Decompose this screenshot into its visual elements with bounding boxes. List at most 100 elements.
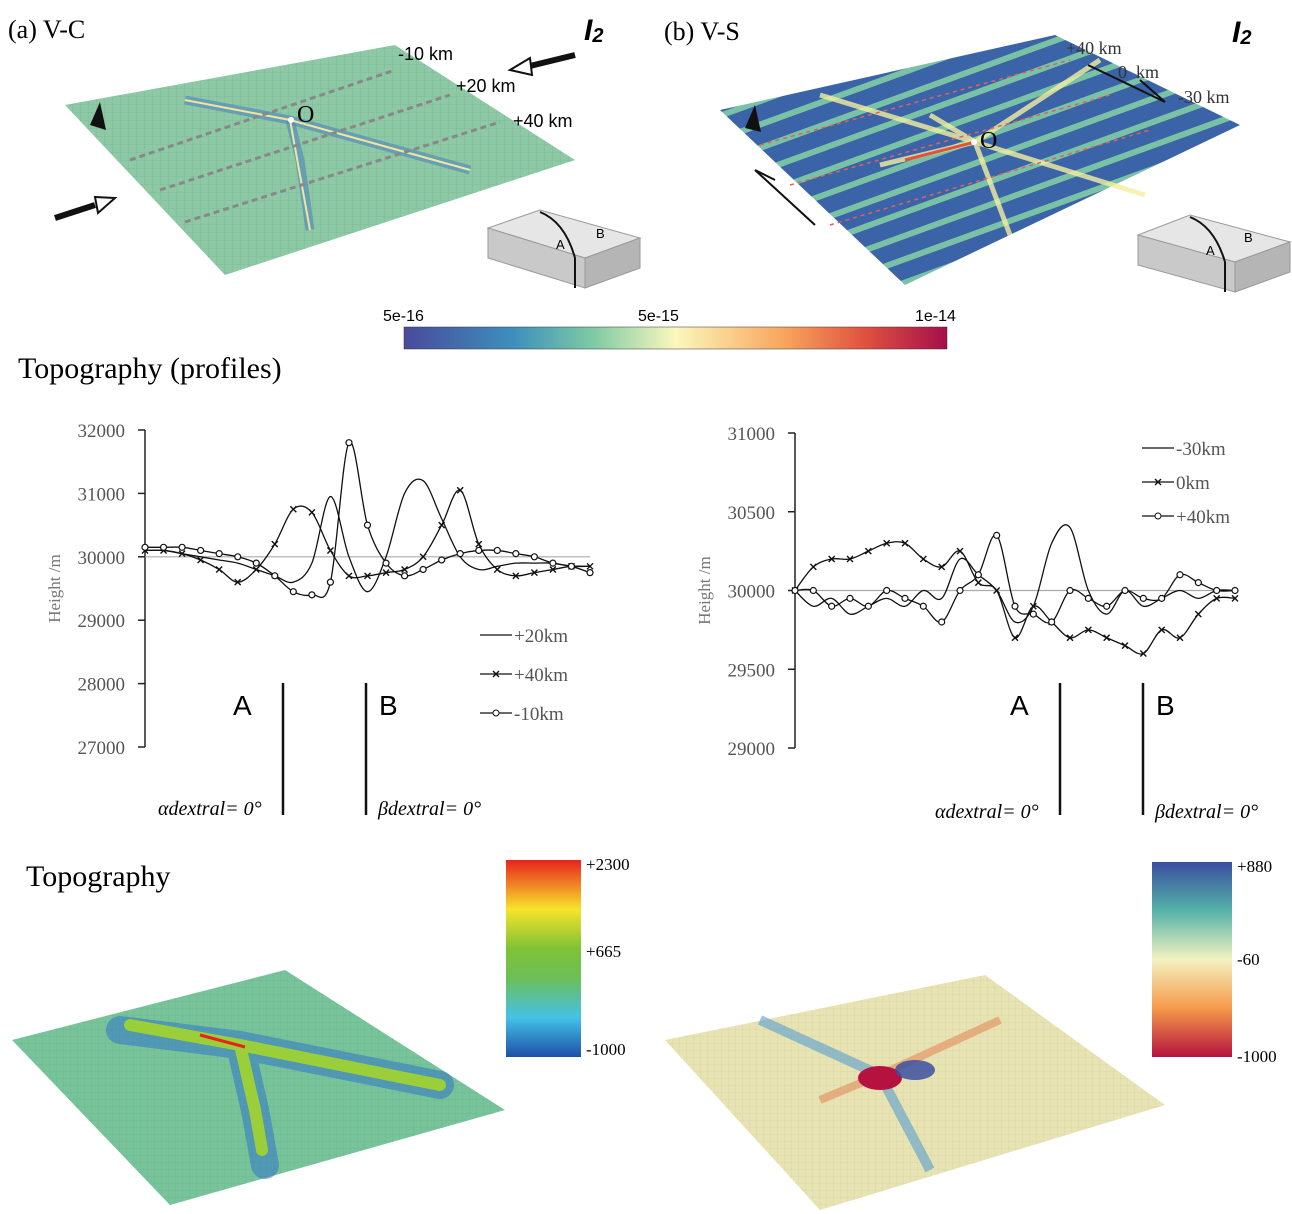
point-marker <box>1158 626 1166 634</box>
profile-label: +20 km <box>456 76 516 96</box>
point-marker <box>530 553 538 561</box>
point-marker <box>993 531 1001 539</box>
point-marker <box>456 486 464 494</box>
point-marker <box>809 563 817 571</box>
point-marker <box>1103 634 1111 642</box>
point-marker <box>1048 618 1056 626</box>
colorbar-label: -1000 <box>1237 1047 1277 1066</box>
point-marker <box>828 602 836 610</box>
surface-a <box>54 45 642 289</box>
point-marker <box>271 572 279 580</box>
point-marker <box>809 586 817 595</box>
point-marker <box>1213 586 1221 595</box>
fault-label: A <box>1010 690 1029 721</box>
stress-symbol: I2 <box>1232 16 1251 49</box>
legend-label: 0km <box>1176 473 1210 494</box>
y-tick-label: 32000 <box>78 421 126 442</box>
point-marker <box>141 543 149 551</box>
fault-label: B <box>1156 690 1175 721</box>
point-marker <box>512 572 520 580</box>
point-marker <box>308 508 316 516</box>
panel-label: (b) V-S <box>664 17 740 46</box>
point-marker <box>1011 602 1019 610</box>
point-marker <box>234 578 242 586</box>
point-marker <box>475 546 483 555</box>
point-marker <box>993 587 1001 594</box>
point-marker <box>1029 610 1037 618</box>
point-marker <box>549 565 557 573</box>
inset-b <box>1136 214 1292 293</box>
topography-a <box>12 970 505 1205</box>
topo-colorbar <box>1152 862 1232 1057</box>
y-tick-label: 29000 <box>78 611 126 632</box>
point-marker <box>1066 634 1074 642</box>
inset-label: B <box>596 226 605 241</box>
point-marker <box>1231 586 1239 595</box>
series-line <box>144 478 591 593</box>
point-marker <box>1121 642 1129 650</box>
point-marker <box>1158 594 1166 602</box>
point-marker <box>364 572 371 580</box>
point-marker <box>1029 602 1037 610</box>
topo-colorbar <box>506 860 581 1057</box>
point-marker <box>1084 594 1092 602</box>
point-marker <box>1213 594 1221 602</box>
origin-label: O <box>297 102 314 128</box>
point-marker <box>883 539 891 547</box>
point-marker <box>549 559 557 567</box>
colorbar-label: 5e-16 <box>383 308 424 325</box>
point-marker <box>252 565 260 573</box>
y-tick-label: 28000 <box>78 675 126 696</box>
y-tick-label: 27000 <box>78 738 126 759</box>
point-marker <box>1176 634 1184 642</box>
point-marker <box>289 588 297 596</box>
point-marker <box>289 505 297 513</box>
point-marker <box>215 565 223 573</box>
y-axis-label: Height /m <box>695 556 714 624</box>
legend-marker <box>492 709 500 717</box>
point-marker <box>864 602 872 610</box>
fault-label: B <box>379 690 398 721</box>
point-marker <box>456 550 464 558</box>
point-marker <box>846 594 854 602</box>
point-marker <box>938 618 946 626</box>
point-marker <box>401 565 409 573</box>
panel-label: (a) V-C <box>8 15 85 44</box>
point-marker <box>1066 586 1074 595</box>
point-marker <box>1176 571 1184 579</box>
inset-label: A <box>1206 243 1215 258</box>
point-marker <box>438 556 446 564</box>
profile-label: -30 km <box>1178 87 1230 107</box>
fault-angle: αdextral= 0° <box>935 801 1039 823</box>
inset-label: B <box>1244 230 1253 245</box>
point-marker <box>382 559 390 567</box>
topography-b <box>665 975 1165 1210</box>
y-tick-label: 30000 <box>78 548 126 569</box>
point-marker <box>475 540 483 548</box>
legend-label: +20km <box>514 626 568 647</box>
y-tick-label: 30500 <box>728 503 776 524</box>
point-marker <box>1121 586 1129 595</box>
point-marker <box>363 521 372 529</box>
point-marker <box>974 571 982 579</box>
point-marker <box>1231 594 1239 602</box>
legend-marker <box>492 670 500 678</box>
point-marker <box>493 565 501 573</box>
legend-label: -10km <box>514 704 564 725</box>
point-marker <box>1139 594 1147 602</box>
point-marker <box>419 553 427 561</box>
point-marker <box>1084 626 1092 634</box>
series-line <box>145 441 591 599</box>
legend-label: +40km <box>1176 507 1230 528</box>
point-marker <box>1194 579 1202 587</box>
legend-label: +40km <box>514 665 568 686</box>
point-marker <box>326 578 335 586</box>
stress-symbol: I2 <box>584 14 603 47</box>
legend-label: -30km <box>1176 439 1226 460</box>
point-marker <box>308 591 316 599</box>
y-tick-label: 29500 <box>728 660 776 681</box>
point-marker <box>178 550 186 558</box>
y-tick-label: 31000 <box>78 484 126 505</box>
point-marker <box>400 572 409 580</box>
